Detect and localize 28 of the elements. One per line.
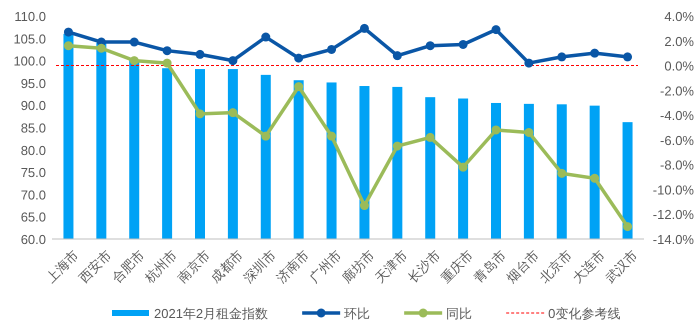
ytick: 90.0 bbox=[20, 98, 46, 114]
legend-label: 0变化参考线 bbox=[548, 306, 620, 321]
ytick: 70.0 bbox=[20, 187, 46, 202]
y2tick: 0.0% bbox=[664, 58, 694, 74]
ytick: 80.0 bbox=[20, 142, 46, 158]
legend-label: 环比 bbox=[344, 306, 370, 321]
y2tick: 2.0% bbox=[664, 34, 694, 49]
y2tick: -6.0% bbox=[660, 132, 694, 148]
ytick: 100.0 bbox=[13, 54, 46, 69]
y2tick: -4.0% bbox=[660, 108, 694, 124]
ytick: 95.0 bbox=[20, 76, 46, 91]
ytick: 75.0 bbox=[20, 165, 46, 180]
ytick: 85.0 bbox=[20, 120, 46, 136]
ytick: 60.0 bbox=[20, 232, 46, 247]
ytick: 105.0 bbox=[13, 31, 46, 46]
y2tick: 4.0% bbox=[664, 9, 694, 24]
y2tick: -10.0% bbox=[652, 182, 694, 198]
xtick: 南京市 bbox=[174, 247, 213, 286]
xtick: 武汉市 bbox=[602, 247, 640, 286]
legend-label: 2021年2月租金指数 bbox=[154, 306, 268, 321]
legend-label: 同比 bbox=[446, 306, 472, 321]
y2tick: -14.0% bbox=[652, 232, 694, 247]
y2tick: -12.0% bbox=[652, 207, 694, 222]
xtick: 西安市 bbox=[76, 247, 114, 286]
ytick: 110.0 bbox=[14, 9, 46, 24]
y2tick: -2.0% bbox=[660, 83, 694, 98]
y2tick: -8.0% bbox=[660, 158, 694, 173]
ytick: 65.0 bbox=[20, 210, 46, 225]
